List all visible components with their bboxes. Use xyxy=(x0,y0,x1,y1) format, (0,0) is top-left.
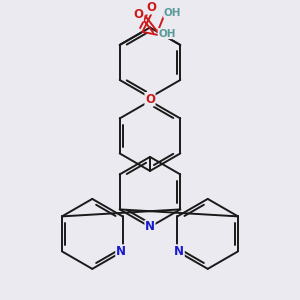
Text: O: O xyxy=(133,8,143,21)
Text: OH: OH xyxy=(164,8,181,18)
Text: N: N xyxy=(145,220,155,233)
Text: OH: OH xyxy=(158,28,176,39)
Text: O: O xyxy=(145,93,155,106)
Text: N: N xyxy=(116,245,126,258)
Text: N: N xyxy=(174,245,184,258)
Text: O: O xyxy=(146,1,156,14)
